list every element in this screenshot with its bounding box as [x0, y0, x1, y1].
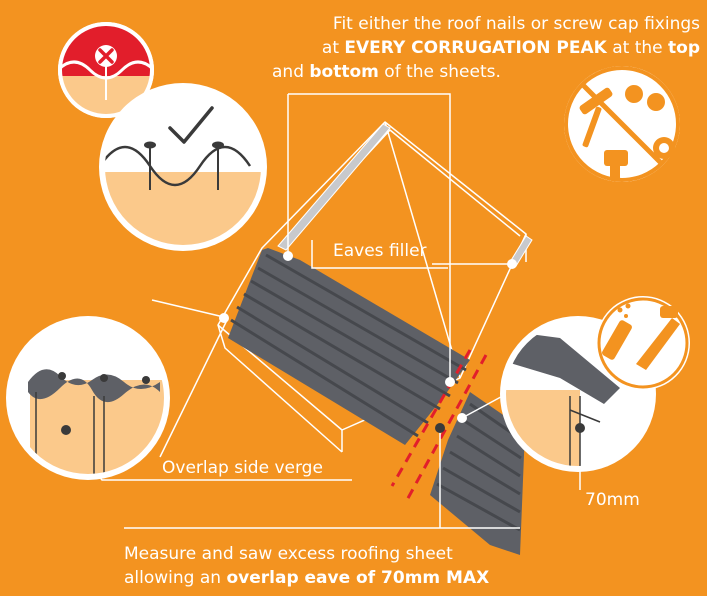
instruction-top: Fit either the roof nails or screw cap f… [260, 12, 700, 84]
leader-lines [63, 93, 581, 529]
roof-sheet-main [228, 248, 470, 445]
instruction-top-line1: Fit either the roof nails or screw cap f… [332, 14, 700, 34]
roof-sheet-lower [430, 392, 525, 555]
side-verge-detail [6, 316, 170, 480]
saw-and-marker-icon [596, 296, 690, 390]
prohibited-tools-icon [564, 66, 680, 182]
overlap-measure-label: 70mm [585, 490, 640, 510]
overlap-side-verge-label: Overlap side verge [162, 458, 323, 478]
instruction-bottom-line1: Measure and saw excess roofing sheet [124, 544, 453, 564]
eaves-filler-label: Eaves filler [333, 241, 427, 261]
instruction-top-line3: and bottom of the sheets. [272, 62, 501, 82]
instruction-bottom-line2: allowing an overlap eave of 70mm MAX [124, 568, 490, 588]
cut-line [390, 349, 488, 501]
wrong-fixing-detail [58, 22, 154, 118]
correct-fixing-detail [99, 83, 267, 251]
check-icon [166, 104, 216, 146]
instruction-top-line2: at EVERY CORRUGATION PEAK at the top [321, 38, 700, 58]
cross-icon [95, 45, 117, 67]
instruction-bottom: Measure and saw excess roofing sheet all… [124, 542, 489, 590]
lower-dot [435, 423, 445, 433]
leader-dots [219, 251, 517, 423]
